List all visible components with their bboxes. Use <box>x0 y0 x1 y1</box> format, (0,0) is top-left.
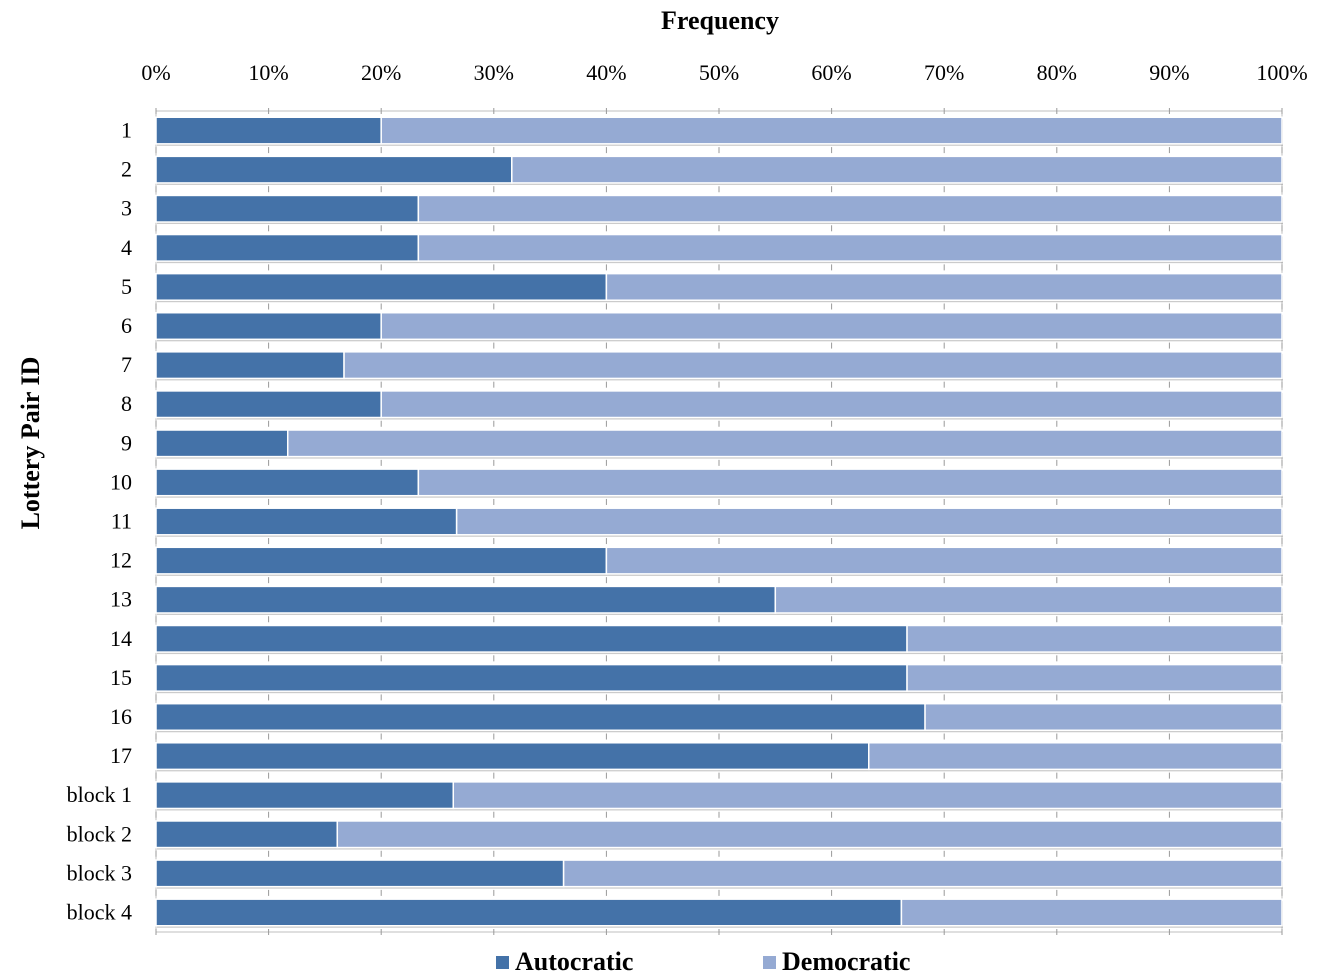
legend-swatch-autocratic <box>496 955 509 969</box>
bar-autocratic-10 <box>155 468 420 497</box>
y-tick-label: 6 <box>121 313 132 338</box>
bar-democratic-block-3 <box>562 859 1283 888</box>
bar-democratic-15 <box>906 663 1283 692</box>
bar-autocratic-5 <box>155 272 608 301</box>
bar-autocratic-4 <box>155 233 420 262</box>
bar-autocratic-block-4 <box>155 898 903 927</box>
y-tick-label: 17 <box>110 743 132 768</box>
bar-autocratic-6 <box>155 311 382 341</box>
y-tick-label: 4 <box>121 235 132 260</box>
x-tick-label: 100% <box>1256 60 1307 85</box>
bar-democratic-14 <box>906 624 1283 653</box>
y-tick-label: 13 <box>110 587 132 612</box>
bar-autocratic-block-1 <box>155 781 455 810</box>
bar-democratic-10 <box>417 468 1283 497</box>
y-tick-label: 3 <box>121 196 132 221</box>
y-tick-label: block 2 <box>67 821 132 846</box>
bar-democratic-13 <box>774 585 1283 614</box>
y-tick-label: 9 <box>121 430 132 455</box>
bar-democratic-block-4 <box>900 898 1283 927</box>
bar-autocratic-14 <box>155 624 908 653</box>
bar-autocratic-16 <box>155 702 926 732</box>
legend-item-democratic: Democratic <box>763 947 910 977</box>
y-tick-label: 7 <box>121 352 132 377</box>
legend-item-autocratic: Autocratic <box>496 947 633 977</box>
bar-democratic-2 <box>511 155 1283 184</box>
bar-democratic-11 <box>455 507 1283 536</box>
bar-autocratic-15 <box>155 663 908 692</box>
bar-democratic-16 <box>924 702 1283 732</box>
bar-democratic-3 <box>417 194 1283 223</box>
x-axis-title: Frequency <box>661 6 779 35</box>
x-tick-label: 40% <box>586 60 626 85</box>
legend: Autocratic Democratic <box>0 947 1327 977</box>
x-tick-label: 20% <box>361 60 401 85</box>
bar-democratic-4 <box>417 233 1283 262</box>
y-tick-label: 15 <box>110 665 132 690</box>
bar-democratic-8 <box>380 390 1283 419</box>
x-tick-label: 60% <box>811 60 851 85</box>
bar-autocratic-9 <box>155 429 289 458</box>
bar-autocratic-12 <box>155 546 608 575</box>
legend-label-democratic: Democratic <box>782 947 911 976</box>
bar-democratic-5 <box>605 272 1283 301</box>
y-tick-label: 14 <box>110 626 132 651</box>
x-tick-label: 10% <box>248 60 288 85</box>
bar-autocratic-3 <box>155 194 420 223</box>
x-tick-label: 50% <box>699 60 739 85</box>
x-tick-label: 30% <box>474 60 514 85</box>
y-tick-label: block 4 <box>67 899 132 924</box>
y-tick-label: 11 <box>111 509 132 534</box>
bar-democratic-1 <box>380 116 1283 145</box>
bar-autocratic-13 <box>155 585 777 614</box>
x-tick-label: 0% <box>141 60 170 85</box>
bar-democratic-7 <box>343 351 1283 380</box>
x-tick-label: 70% <box>924 60 964 85</box>
x-tick-label: 90% <box>1149 60 1189 85</box>
bar-autocratic-8 <box>155 390 382 419</box>
legend-label-autocratic: Autocratic <box>515 947 634 976</box>
x-tick-label: 80% <box>1037 60 1077 85</box>
bar-democratic-12 <box>605 546 1283 575</box>
y-tick-label: 12 <box>110 548 132 573</box>
bar-democratic-9 <box>286 429 1283 458</box>
bar-autocratic-block-2 <box>155 820 339 849</box>
y-tick-label: 8 <box>121 391 132 416</box>
bar-autocratic-1 <box>155 116 382 145</box>
y-tick-label: 1 <box>121 118 132 143</box>
bar-autocratic-block-3 <box>155 859 565 888</box>
y-tick-label: 2 <box>121 157 132 182</box>
y-tick-label: block 3 <box>67 860 132 885</box>
y-tick-label: 5 <box>121 274 132 299</box>
bar-democratic-6 <box>380 311 1283 341</box>
bar-autocratic-11 <box>155 507 458 536</box>
bar-autocratic-2 <box>155 155 513 184</box>
bar-democratic-block-1 <box>452 781 1283 810</box>
bar-autocratic-17 <box>155 742 870 771</box>
bar-democratic-17 <box>868 742 1283 771</box>
legend-swatch-democratic <box>763 955 776 969</box>
y-tick-label: 10 <box>110 469 132 494</box>
bar-democratic-block-2 <box>336 820 1283 849</box>
bar-autocratic-7 <box>155 351 345 380</box>
y-tick-label: 16 <box>110 704 132 729</box>
y-tick-label: block 1 <box>67 782 132 807</box>
